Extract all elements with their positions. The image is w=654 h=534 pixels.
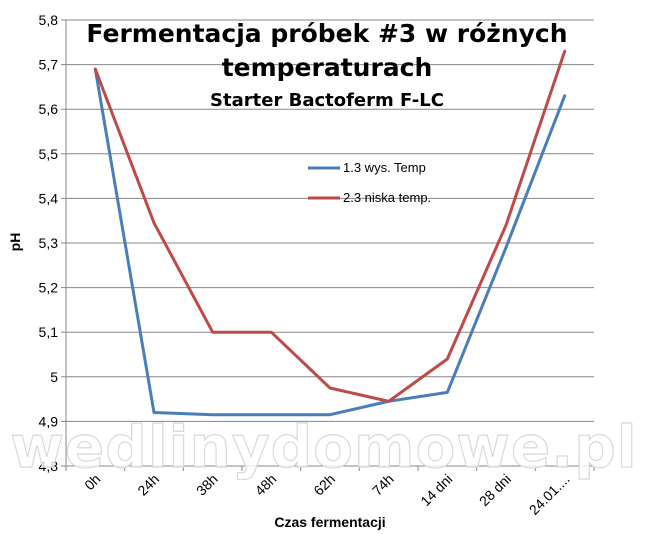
chart-subtitle: Starter Bactoferm F-LC (210, 90, 444, 111)
chart-title-group: Fermentacja próbek #3 w różnych temperat… (86, 19, 567, 111)
y-tick-label: 5,8 (39, 12, 59, 28)
legend-label-series-1: 1.3 wys. Temp (343, 160, 426, 175)
y-tick-label: 5,2 (39, 280, 59, 296)
y-tick-label: 4,8 (39, 458, 59, 474)
axes (61, 19, 595, 471)
chart-title-line-1: Fermentacja próbek #3 w różnych (86, 19, 567, 48)
series-line-1 (93, 67, 567, 417)
y-tick-label: 5,5 (39, 146, 59, 162)
y-tick-label: 5,3 (39, 235, 59, 251)
y-tick-label: 5,6 (39, 101, 59, 117)
y-tick-label: 5 (50, 369, 58, 385)
legend-label-series-2: 2.3 niska temp. (343, 190, 431, 205)
y-tick-label: 5,7 (39, 57, 59, 73)
series-line-2 (93, 49, 567, 403)
legend: 1.3 wys. Temp 2.3 niska temp. (308, 160, 431, 205)
chart-title-line-2: temperaturach (222, 53, 433, 82)
watermark-text: wedlinydomowe.pl (10, 413, 637, 481)
y-tick-label: 4,9 (39, 413, 59, 429)
y-tick-label: 5,4 (39, 190, 59, 206)
y-tick-label: 5,1 (39, 324, 59, 340)
y-axis-title: pH (7, 233, 23, 252)
x-axis-title: Czas fermentacji (274, 514, 385, 530)
series-lines (93, 49, 567, 417)
